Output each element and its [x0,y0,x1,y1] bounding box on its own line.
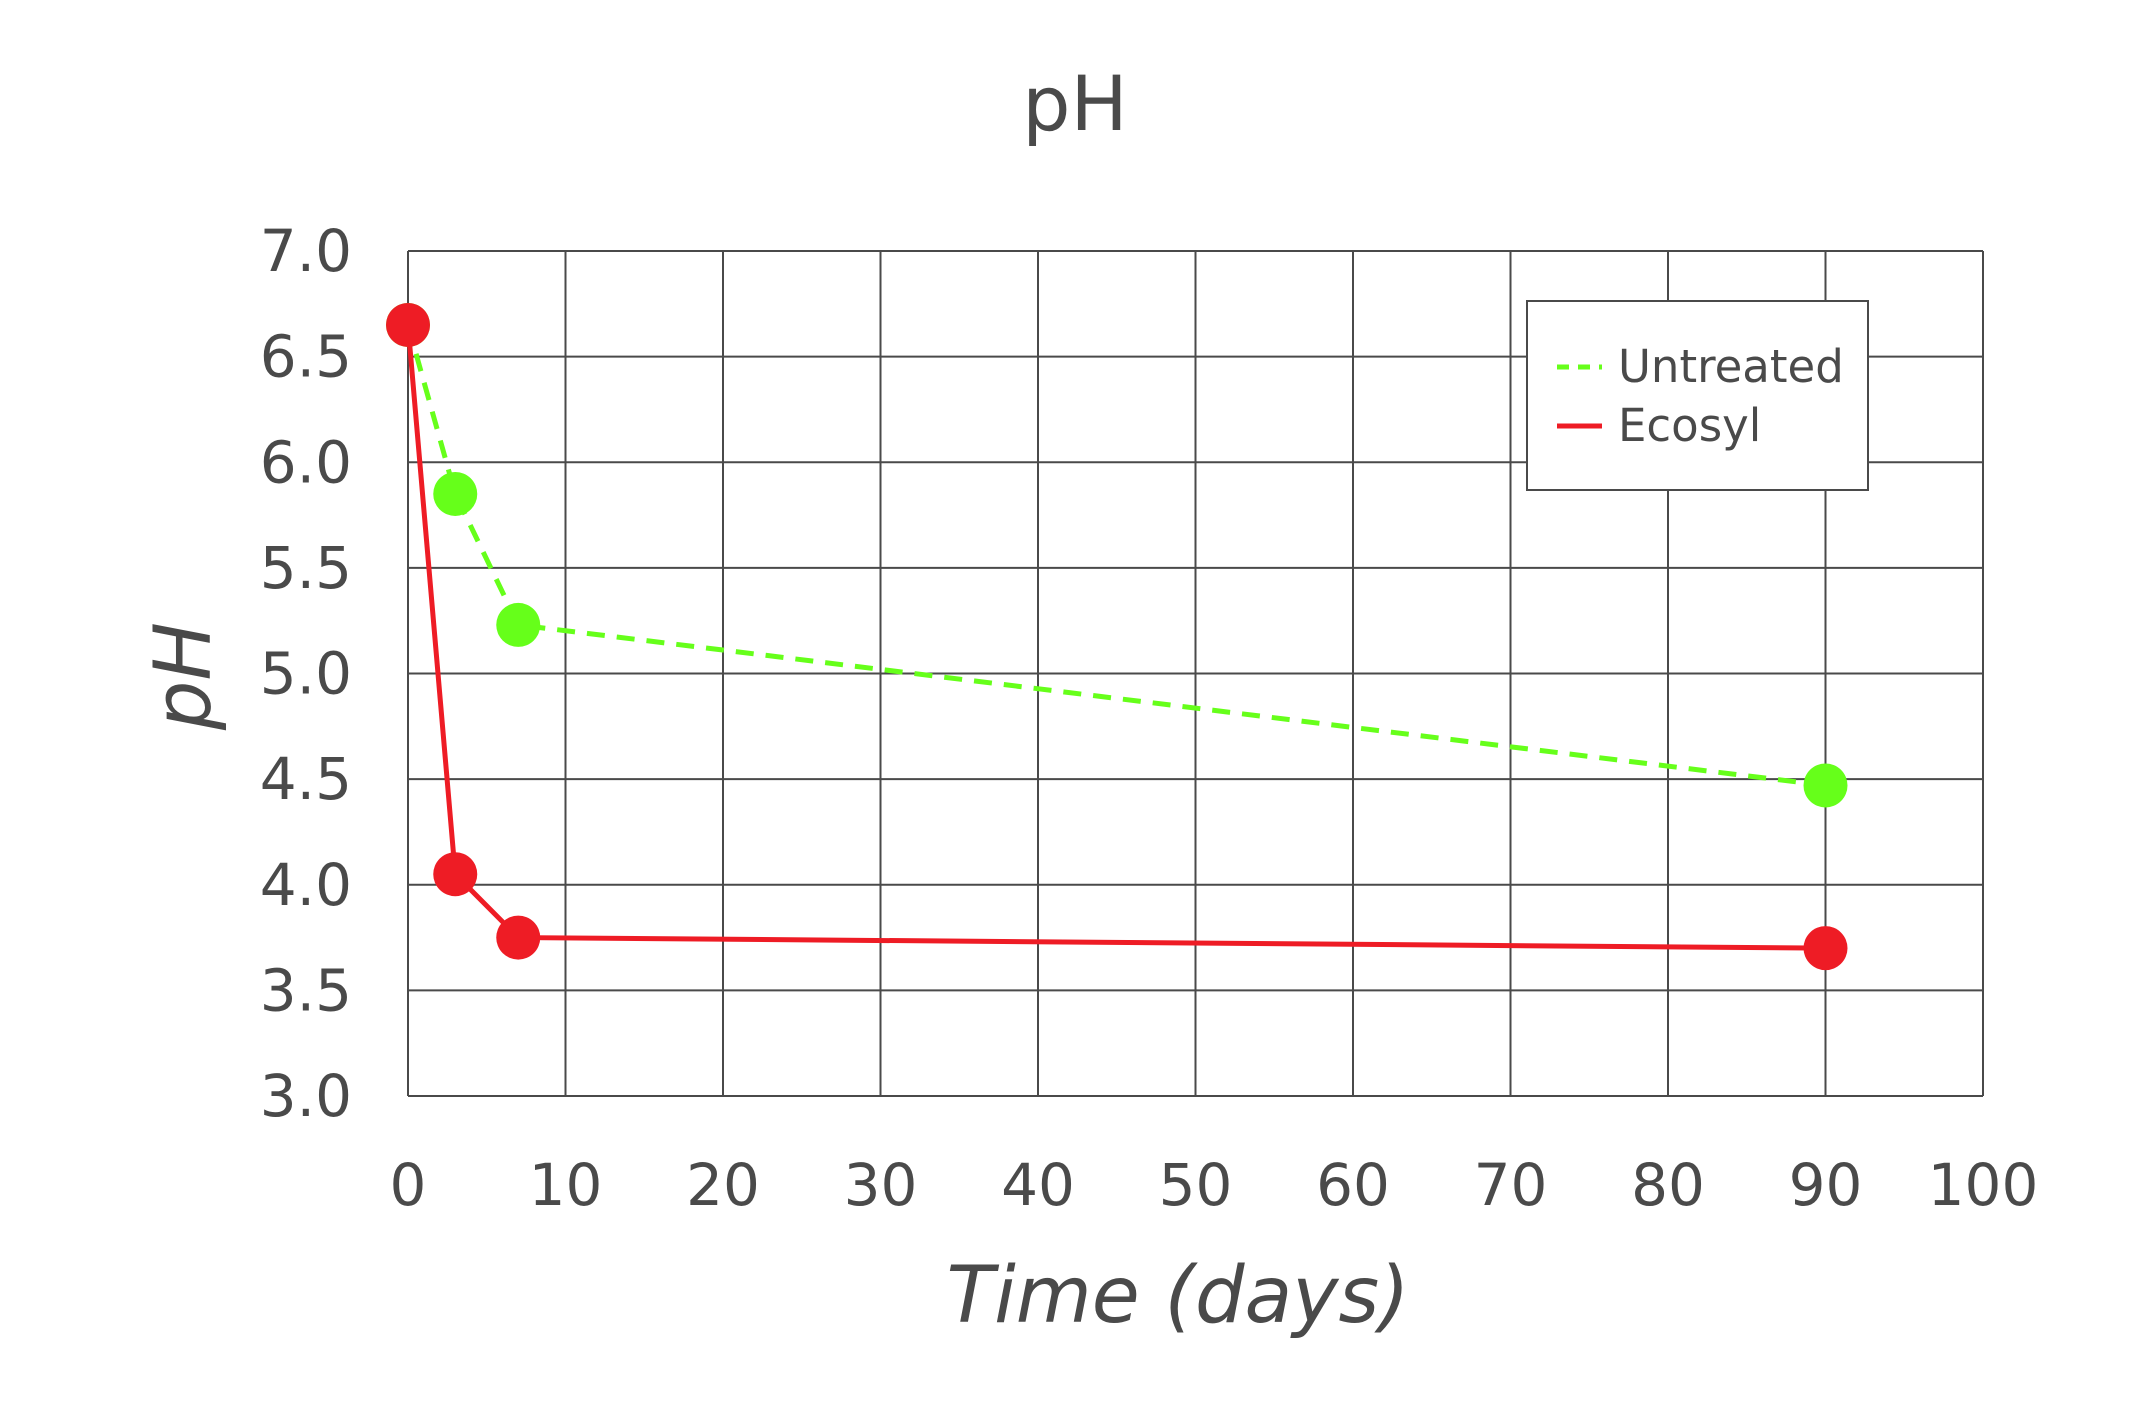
y-axis-ticks: 3.0 3.5 4.0 4.5 5.0 5.5 6.0 6.5 7.0 [260,217,352,1130]
x-axis-ticks: 0 10 20 30 40 50 60 70 80 90 100 [390,1151,2039,1219]
y-tick-label: 4.5 [260,745,352,813]
x-tick-label: 70 [1474,1151,1548,1219]
data-point-ecosyl [1803,926,1848,971]
y-tick-label: 6.0 [260,428,352,496]
x-axis-label: Time (days) [946,1251,1409,1341]
x-tick-label: 90 [1789,1151,1863,1219]
data-point-untreated [1803,763,1848,808]
y-tick-label: 5.0 [260,640,352,708]
x-tick-label: 50 [1159,1151,1233,1219]
data-point-ecosyl [433,852,478,897]
x-tick-label: 20 [686,1151,760,1219]
x-tick-label: 10 [529,1151,603,1219]
data-point-ecosyl [386,302,430,347]
x-tick-label: 0 [390,1151,427,1219]
series-ecosyl [386,302,1848,971]
legend: Untreated Ecosyl [1526,300,1869,491]
x-tick-label: 100 [1928,1151,2039,1219]
data-point-untreated [496,602,541,647]
series [386,302,1848,971]
grid [407,250,1984,1097]
y-tick-label: 4.0 [260,851,352,919]
y-tick-label: 6.5 [260,323,352,391]
chart-title: pH [1022,59,1127,148]
y-tick-label: 3.0 [260,1062,352,1130]
x-tick-label: 80 [1631,1151,1705,1219]
legend-label-ecosyl: Ecosyl [1618,399,1761,452]
legend-box [1526,300,1869,491]
y-tick-label: 5.5 [260,534,352,602]
y-axis-label: pH [139,622,229,731]
series-line-untreated [405,324,1826,788]
data-point-ecosyl [496,915,541,960]
series-line-ecosyl [405,324,1826,951]
y-tick-label: 7.0 [260,217,352,285]
x-tick-label: 30 [844,1151,918,1219]
data-point-untreated [433,471,478,516]
legend-label-untreated: Untreated [1618,340,1844,393]
x-tick-label: 40 [1001,1151,1075,1219]
y-tick-label: 3.5 [260,956,352,1024]
x-tick-label: 60 [1316,1151,1390,1219]
